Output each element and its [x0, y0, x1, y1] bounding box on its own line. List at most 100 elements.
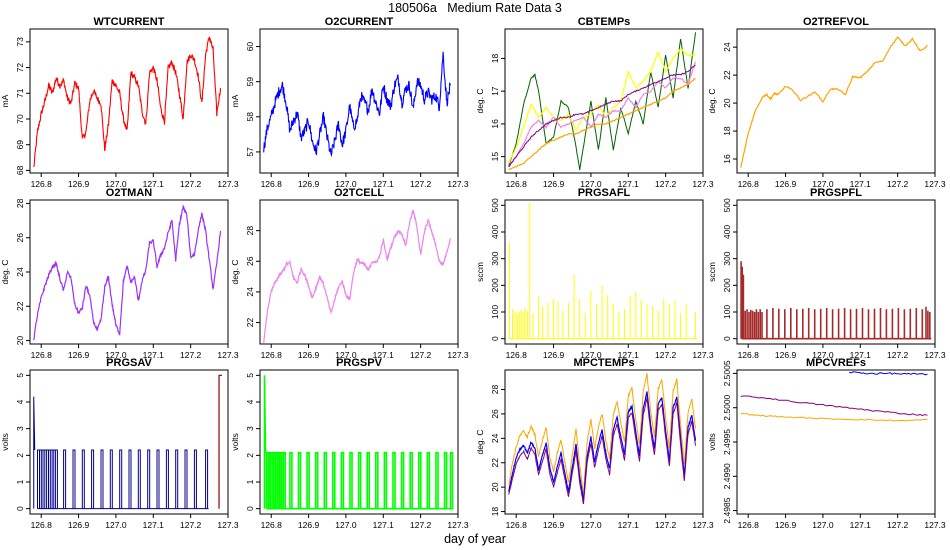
x-tick-label: 127.1 [143, 179, 165, 189]
x-tick-label: 126.8 [506, 179, 528, 189]
x-tick-label: 127.3 [217, 179, 239, 189]
series-o2trefvol [740, 35, 928, 168]
x-tick-label: 126.8 [261, 179, 283, 189]
x-tick-label: 127.1 [373, 520, 395, 530]
x-tick-label: 127.0 [335, 350, 357, 360]
x-tick-label: 126.9 [68, 179, 90, 189]
y-tick-label: 59 [245, 77, 255, 87]
x-tick-label: 127.0 [812, 179, 834, 189]
x-tick-label: 126.9 [543, 520, 565, 530]
y-tick-label: 57 [245, 147, 255, 157]
y-axis-label: deg. C [475, 88, 485, 113]
y-tick-label: 60 [245, 42, 255, 52]
y-axis-label: volts [230, 433, 240, 450]
y-tick-label: 18 [490, 507, 500, 517]
series-o2current [263, 51, 452, 158]
y-tick-label: 69 [15, 140, 25, 150]
series-prgsafl [509, 202, 698, 340]
x-tick-label: 127.0 [105, 520, 127, 530]
x-tick-label: 127.2 [887, 179, 909, 189]
y-axis-label: sccm [707, 262, 717, 282]
y-tick-label: 72 [15, 63, 25, 73]
series-blue [848, 371, 928, 376]
plot-area [740, 261, 932, 340]
plot-area [263, 209, 451, 343]
y-tick-label: 15 [490, 152, 500, 162]
y-tick-label: 0 [722, 336, 732, 341]
y-tick-label: 73 [15, 37, 25, 47]
y-tick-label: 70 [15, 114, 25, 124]
plot-area [33, 36, 222, 168]
x-tick-label: 126.8 [31, 179, 53, 189]
y-tick-label: 2.4985 [722, 497, 732, 523]
y-tick-label: 22 [722, 70, 732, 80]
y-tick-label: 28 [245, 226, 255, 236]
series-blue [508, 391, 697, 501]
plot-frame [29, 369, 229, 515]
y-tick-label: 400 [490, 225, 500, 239]
x-tick-label: 127.0 [105, 350, 127, 360]
x-tick-label: 127.3 [924, 179, 946, 189]
y-tick-label: 100 [490, 305, 500, 319]
series-orange [508, 77, 696, 171]
y-axis-label: deg. C [475, 429, 485, 454]
panel-o2current: O2CURRENT 126.8 126.9 127.0 127.1 127.2 127.3 5… [230, 16, 469, 189]
x-tick-label: 126.9 [298, 350, 320, 360]
plot-area [508, 32, 697, 171]
x-tick-label: 127.3 [692, 520, 714, 530]
panel-title: O2TCELL [334, 187, 384, 199]
x-tick-label: 127.2 [180, 350, 202, 360]
series-prgspv [263, 375, 454, 510]
series-prgspfl [740, 261, 932, 340]
x-tick-label: 126.8 [506, 520, 528, 530]
y-tick-label: 100 [722, 305, 732, 319]
panel-wtcurrent: WTCURRENT 126.8 126.9 127.0 127.1 127.2 127.3 6… [0, 16, 239, 189]
y-tick-label: 2.4995 [722, 429, 732, 455]
y-tick-label: 1 [15, 479, 25, 484]
panel-title: PRGSAV [106, 357, 152, 369]
y-tick-label: 17 [490, 86, 500, 96]
x-tick-label: 127.3 [217, 350, 239, 360]
series-o2tman [33, 204, 222, 341]
x-tick-label: 127.2 [410, 350, 432, 360]
series-violet [508, 61, 697, 168]
panel-title: PRGSAFL [578, 187, 631, 199]
y-tick-label: 22 [15, 301, 25, 311]
x-tick-label: 127.2 [410, 520, 432, 530]
plot-frame [504, 199, 704, 345]
y-tick-label: 24 [722, 42, 732, 52]
y-tick-label: 200 [722, 278, 732, 292]
x-tick-label: 127.0 [580, 179, 602, 189]
x-tick-label: 127.2 [180, 520, 202, 530]
x-tick-label: 127.0 [812, 350, 834, 360]
x-tick-label: 126.8 [31, 350, 53, 360]
y-tick-label: 16 [490, 119, 500, 129]
x-tick-label: 127.0 [580, 350, 602, 360]
x-axis-label: day of year [444, 532, 506, 546]
plot-area [740, 371, 928, 422]
y-axis-label: deg. C [230, 259, 240, 284]
y-tick-label: 500 [722, 198, 732, 212]
x-tick-label: 127.2 [410, 179, 432, 189]
plot-area [263, 375, 454, 510]
x-tick-label: 127.1 [373, 350, 395, 360]
plot-frame [504, 369, 704, 515]
y-tick-label: 28 [490, 385, 500, 395]
y-tick-label: 28 [15, 198, 25, 208]
plot-frame [736, 199, 936, 345]
y-axis-label: mA [230, 94, 240, 107]
x-tick-label: 126.8 [261, 520, 283, 530]
y-axis-label: deg. C [707, 88, 717, 113]
figure-title: 180506a Medium Rate Data 3 [388, 1, 562, 15]
y-tick-label: 20 [722, 98, 732, 108]
x-tick-label: 126.9 [68, 350, 90, 360]
x-tick-label: 126.9 [775, 350, 797, 360]
x-tick-label: 127.0 [812, 520, 834, 530]
y-tick-label: 0 [245, 506, 255, 511]
y-tick-label: 26 [15, 233, 25, 243]
y-axis-label: volts [0, 433, 10, 450]
y-tick-label: 2 [245, 453, 255, 458]
panel-mpctemps: MPCTEMPs 126.8 126.9 127.0 127.1 127.2 127.3 18… [475, 357, 714, 530]
y-axis-label: mA [0, 94, 10, 107]
x-tick-label: 126.8 [261, 350, 283, 360]
